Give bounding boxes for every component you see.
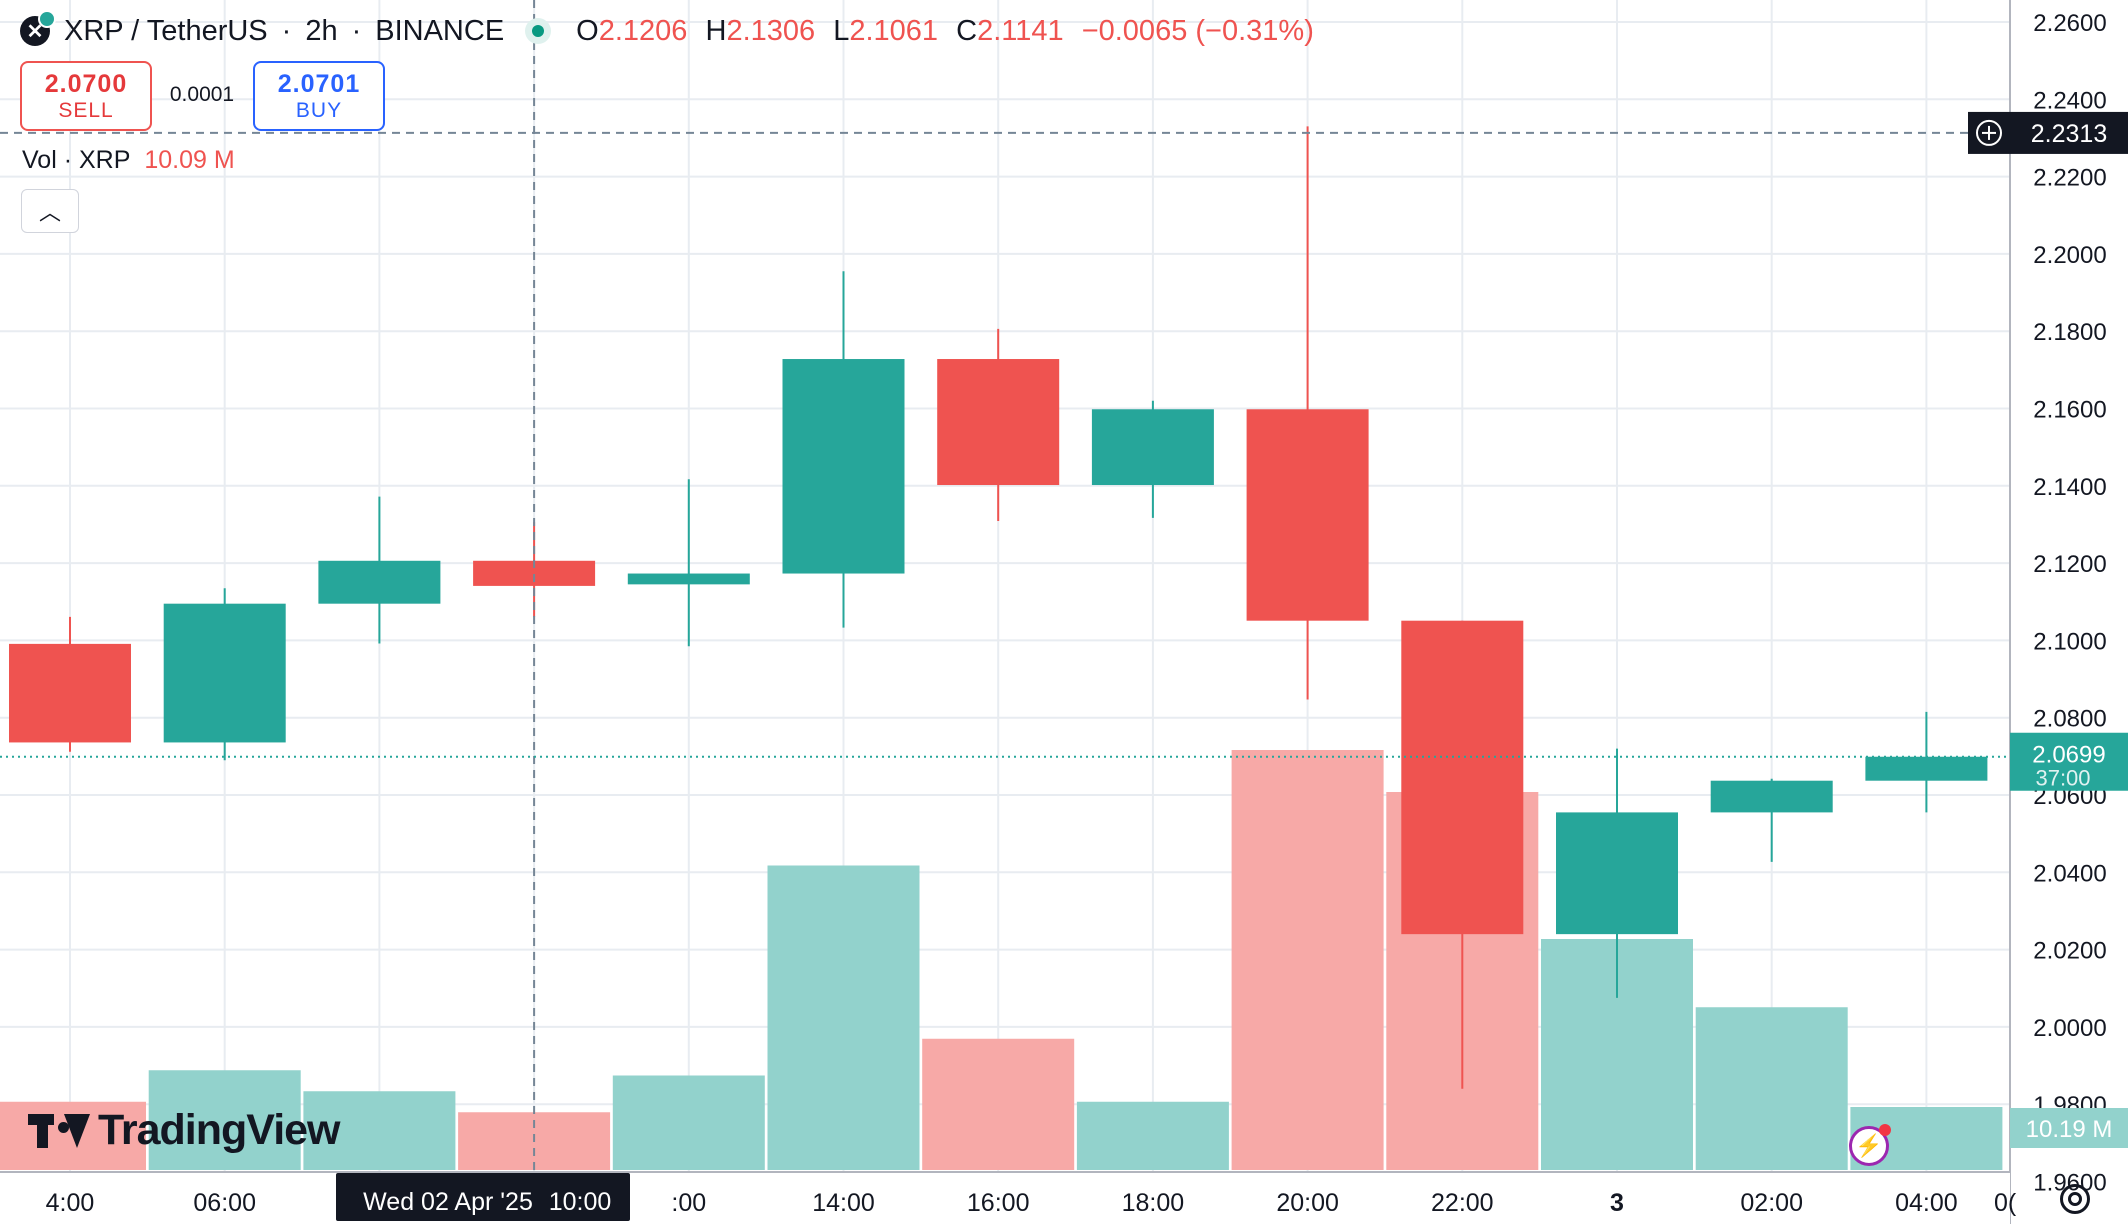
- candle-body: [1401, 620, 1524, 935]
- candle-body: [1246, 409, 1369, 621]
- grid: [0, 0, 2010, 1183]
- interval-label: 2h: [305, 14, 338, 47]
- candle-body: [1556, 812, 1678, 935]
- candlesticks: [9, 126, 1988, 1089]
- y-tick-label: 2.0000: [2033, 1015, 2106, 1042]
- lightning-icon[interactable]: ⚡: [1849, 1124, 1891, 1166]
- crosshair-time-clock: 10:00: [549, 1188, 612, 1216]
- chart-overlays: [0, 0, 2010, 1172]
- volume-bar: [922, 1038, 1075, 1170]
- x-tick-label: 20:00: [1276, 1189, 1339, 1217]
- x-tick-label: 4:00: [46, 1189, 95, 1217]
- tradingview-logo[interactable]: TradingView: [28, 1106, 340, 1155]
- volume-bar: [1695, 1007, 1848, 1170]
- volume-legend-value: 10.09 M: [144, 146, 235, 174]
- volume-bar: [1231, 750, 1384, 1170]
- x-tick-label: 22:00: [1431, 1189, 1494, 1217]
- symbol-legend[interactable]: ✕ XRP / TetherUS · 2h · BINANCE O2.1206 …: [20, 10, 1324, 52]
- x-tick-label: 16:00: [967, 1189, 1030, 1217]
- x-tick-label: 0(: [1994, 1189, 2017, 1217]
- candle-body: [1091, 409, 1214, 486]
- candle-body: [163, 603, 286, 743]
- collapse-legend-button[interactable]: ︿: [21, 189, 79, 233]
- market-open-dot-icon: [532, 25, 545, 37]
- candle-body: [1710, 780, 1833, 813]
- y-tick-label: 2.2000: [2033, 242, 2106, 269]
- current-price-label-bg: [2010, 732, 2128, 791]
- buy-button[interactable]: 2.0701 BUY: [253, 61, 385, 131]
- x-tick-label: 02:00: [1740, 1189, 1803, 1217]
- plus-circle-icon: [1976, 119, 2002, 146]
- xrp-coin-icon: ✕: [20, 10, 56, 46]
- volume-bar: [767, 865, 920, 1170]
- buy-label: BUY: [295, 98, 343, 122]
- y-tick-label: 2.1000: [2033, 628, 2106, 655]
- sell-label: SELL: [58, 98, 114, 122]
- y-tick-label: 2.0400: [2033, 860, 2106, 887]
- y-tick-label: 2.0800: [2033, 706, 2106, 733]
- y-tick-label: 2.2200: [2033, 165, 2106, 192]
- crosshair-time-date: Wed 02 Apr '25: [363, 1188, 533, 1216]
- volume-legend-label: Vol · XRP: [22, 146, 131, 174]
- x-tick-label: 18:00: [1122, 1189, 1185, 1217]
- y-tick-label: 2.1800: [2033, 319, 2106, 346]
- y-tick-label: 2.1200: [2033, 551, 2106, 578]
- tradingview-mark-icon: [28, 1113, 90, 1148]
- candle-body: [937, 359, 1060, 486]
- candle-body: [1865, 756, 1988, 781]
- ohlc-values: O2.1206 H2.1306 L2.1061 C2.1141 −0.0065 …: [576, 14, 1314, 47]
- sell-price: 2.0700: [44, 69, 128, 98]
- sell-button[interactable]: 2.0700 SELL: [20, 61, 152, 131]
- y-tick-label: 2.2600: [2033, 10, 2106, 37]
- x-tick-label: 04:00: [1895, 1189, 1958, 1217]
- symbol-name: XRP / TetherUS: [64, 14, 268, 47]
- candle-body: [627, 573, 750, 585]
- current-price-label: 2.0699: [2032, 742, 2105, 769]
- price-axis-bg: [2010, 0, 2128, 1224]
- exchange-label: BINANCE: [375, 14, 505, 47]
- crosshair-price-label-bg: [2010, 111, 2128, 154]
- tradingview-logo-text: TradingView: [98, 1106, 340, 1154]
- volume-price-label: 10.19 M: [2026, 1116, 2113, 1143]
- x-tick-label: :00: [671, 1189, 706, 1217]
- spread-value: 0.0001: [169, 83, 235, 106]
- candle-body: [318, 560, 441, 604]
- open-value: 2.1206: [598, 14, 688, 47]
- y-tick-label: 2.1400: [2033, 474, 2106, 501]
- y-tick-label: 2.2400: [2033, 87, 2106, 114]
- high-value: 2.1306: [726, 14, 816, 47]
- y-tick-label: 2.1600: [2033, 397, 2106, 424]
- crosshair-time-label-bg: [336, 1173, 630, 1221]
- settings-gear-icon[interactable]: [2060, 1184, 2090, 1214]
- low-value: 2.1061: [849, 14, 939, 47]
- close-value: 2.1141: [977, 14, 1064, 47]
- x-tick-label: 14:00: [812, 1189, 875, 1217]
- volume-legend[interactable]: Vol · XRP 10.09 M: [22, 146, 235, 175]
- bar-countdown-label: 37:00: [2035, 766, 2090, 791]
- x-tick-label: 06:00: [193, 1189, 256, 1217]
- volume-bar: [1076, 1101, 1229, 1170]
- volume-bar: [148, 1070, 301, 1170]
- x-tick-label: 3: [1610, 1189, 1624, 1217]
- chevron-up-icon: ︿: [38, 200, 61, 225]
- buy-price: 2.0701: [277, 69, 361, 98]
- candle-body: [782, 359, 905, 574]
- volume-bar: [612, 1075, 765, 1170]
- y-tick-label: 2.0200: [2033, 938, 2106, 965]
- time-axis-bg: [0, 1172, 2010, 1224]
- volume-price-label-bg: [2010, 1108, 2128, 1148]
- volume-bar: [303, 1091, 456, 1170]
- change-value: −0.0065 (−0.31%): [1081, 14, 1314, 47]
- candle-body: [9, 643, 131, 743]
- crosshair-price-label: 2.2313: [2031, 120, 2107, 148]
